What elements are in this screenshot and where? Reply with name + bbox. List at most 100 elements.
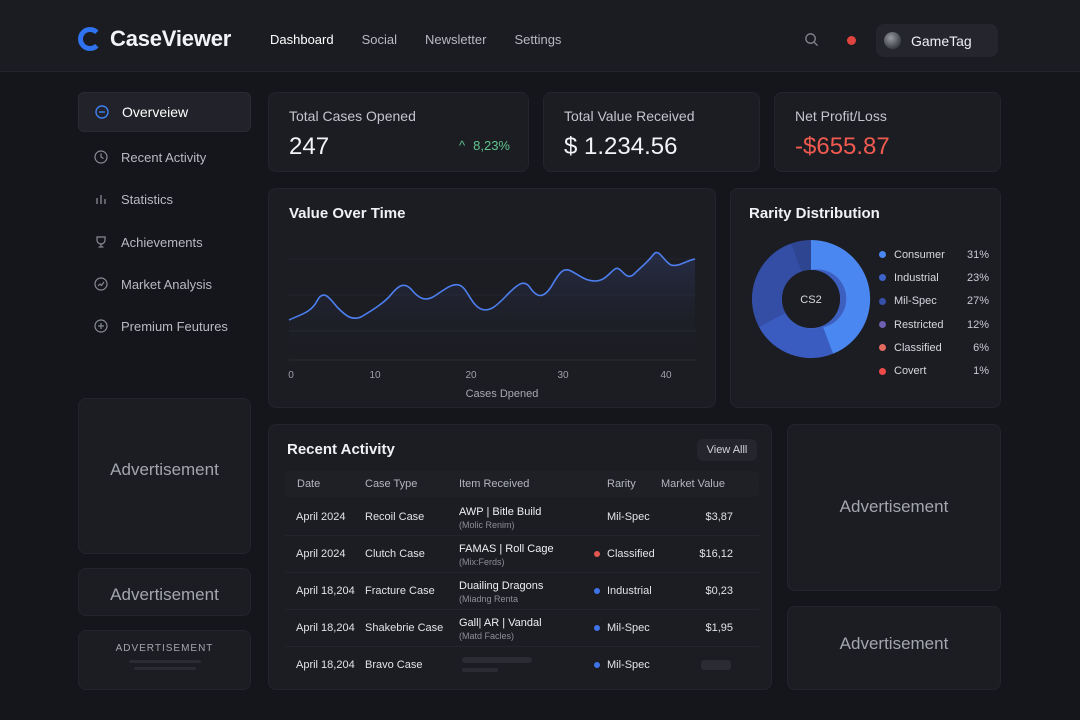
stat-value: 247 [289,133,330,160]
value-line-chart: 0 10 20 30 40 Cases Dpened [288,251,697,400]
cell-item-sub: (Mix:Ferds) [459,557,505,567]
ad-slot-left-banner[interactable]: ADVERTISEMENT [78,630,251,690]
cell-item-sub: (Matd Facles) [459,631,515,641]
column-header[interactable]: Date [297,478,321,490]
stat-label: Total Value Received [564,108,695,124]
cell-value: $3,87 [705,511,733,523]
cell-value: $0,23 [705,585,733,597]
sidebar-item-label: Statistics [121,191,174,207]
ad-label: Advertisement [839,634,949,653]
cell-date: April 2024 [296,548,346,560]
table-row[interactable]: April 18,204 Bravo Case Mil-Spec [285,647,759,684]
table-row[interactable]: April 18,204 Shakebrie Case Gall| AR | V… [285,610,759,647]
ad-slot-left-large[interactable]: Advertisement [78,398,251,554]
nav-settings[interactable]: Settings [514,32,562,47]
value-series-line [288,251,696,321]
legend-row: Covert 1% [879,359,989,382]
cell-case: Bravo Case [365,659,423,671]
legend-dot [879,297,886,305]
chart-circle-icon [94,277,108,291]
stat-card-cases: Total Cases Opened 247 ^ 8,23% [268,92,529,172]
x-tick-label: 40 [660,370,672,381]
nav-newsletter[interactable]: Newsletter [425,32,487,47]
arrow-up-icon: ^ [459,138,466,153]
ad-slot-right-small[interactable]: Advertisement [787,606,1001,690]
sidebar-item-overview[interactable]: Overveiew [78,92,251,132]
x-tick-label: 10 [369,370,381,381]
value-area [289,252,695,360]
sidebar-item-statistics[interactable]: Statistics [78,179,251,219]
table-row[interactable]: April 2024 Clutch Case FAMAS | Roll Cage… [285,536,759,573]
cell-rarity: Mil-Spec [607,511,650,523]
minus-circle-icon [95,105,109,119]
sidebar-item-label: Recent Activity [121,149,207,165]
search-icon[interactable] [804,32,819,47]
nav-social[interactable]: Social [361,32,398,47]
ad-label: ADVERTISEMENT [115,643,214,654]
cell-item: FAMAS | Roll Cage [459,543,554,555]
notification-dot-icon[interactable] [847,36,856,45]
legend-row: Consumer 31% [879,243,989,266]
rarity-dot [594,588,600,594]
app-name: CaseViewer [110,26,232,51]
stat-delta-value: 8,23% [473,138,510,153]
cell-item-sub: (Molic Renim) [459,520,515,530]
ad-slot-right-large[interactable]: Advertisement [787,424,1001,591]
user-menu[interactable]: GameTag [876,24,998,57]
stat-delta: ^ 8,23% [459,138,510,153]
donut-hole [782,270,840,328]
legend-name: Industrial [894,271,939,284]
sidebar-item-premium-features[interactable]: Premium Feutures [78,306,251,346]
donut-slice-industrial [759,313,833,359]
stat-label: Net Profit/Loss [795,108,887,124]
card-title: Value Over Time [289,205,406,222]
cell-item: Gall| AR | Vandal [459,617,542,629]
stat-value: -$655.87 [795,133,890,160]
column-header[interactable]: Market Value [661,478,725,490]
stat-card-profit: Net Profit/Loss -$655.87 [774,92,1001,172]
column-header[interactable]: Item Received [459,478,530,490]
sidebar-item-market-analysis[interactable]: Market Analysis [78,264,251,304]
legend-pct: 1% [973,365,989,378]
app-logo[interactable]: CaseViewer [78,26,231,52]
cell-item: Duailing Dragons [459,580,544,592]
card-title: Rarity Distribution [749,205,880,222]
value-over-time-card: Value Over Time 0 10 20 30 40 Cases Dpen… [268,188,716,408]
x-axis-label: Cases Dpened [466,388,539,400]
legend-dot [879,251,886,259]
sidebar-item-recent-activity[interactable]: Recent Activity [78,137,251,177]
cell-rarity: Industrial [607,585,652,597]
legend-dot [879,367,886,375]
table-header: Date Case Type Item Received Rarity Mark… [285,471,759,497]
main-nav: Dashboard Social Newsletter Settings [270,32,561,47]
legend-pct: 27% [966,295,989,308]
cell-rarity: Classified [607,548,655,560]
legend-pct: 23% [966,271,989,284]
card-title: Recent Activity [287,441,395,458]
legend-name: Covert [894,365,927,378]
top-bar: CaseViewer Dashboard Social Newsletter S… [0,0,1080,72]
x-tick-label: 20 [465,370,477,381]
rarity-donut-chart: CS2 [751,239,871,359]
cell-item: AWP | Bitle Build [459,506,542,518]
ad-slot-left-small[interactable]: Advertisement [78,568,251,616]
ad-label: Advertisement [110,585,219,604]
view-all-button[interactable]: View Alll [697,439,757,461]
sidebar-item-achievements[interactable]: Achievements [78,222,251,262]
trophy-icon [94,235,108,249]
legend-pct: 6% [973,341,989,354]
table-row[interactable]: April 18,204 Fracture Case Duailing Drag… [285,573,759,610]
cell-case: Clutch Case [365,548,425,560]
x-tick-label: 0 [288,370,294,381]
donut-slice-consumer [811,239,871,354]
legend-dot [879,344,886,352]
legend-row: Restricted 12% [879,313,989,336]
column-header[interactable]: Case Type [365,478,418,490]
column-header[interactable]: Rarity [607,478,636,490]
sidebar-item-label: Premium Feutures [121,318,228,334]
legend-dot [879,274,886,282]
cell-date: April 18,204 [296,622,355,634]
table-row[interactable]: April 2024 Recoil Case AWP | Bitle Build… [285,499,759,536]
donut-center-label: CS2 [800,294,821,306]
nav-dashboard[interactable]: Dashboard [270,32,334,47]
